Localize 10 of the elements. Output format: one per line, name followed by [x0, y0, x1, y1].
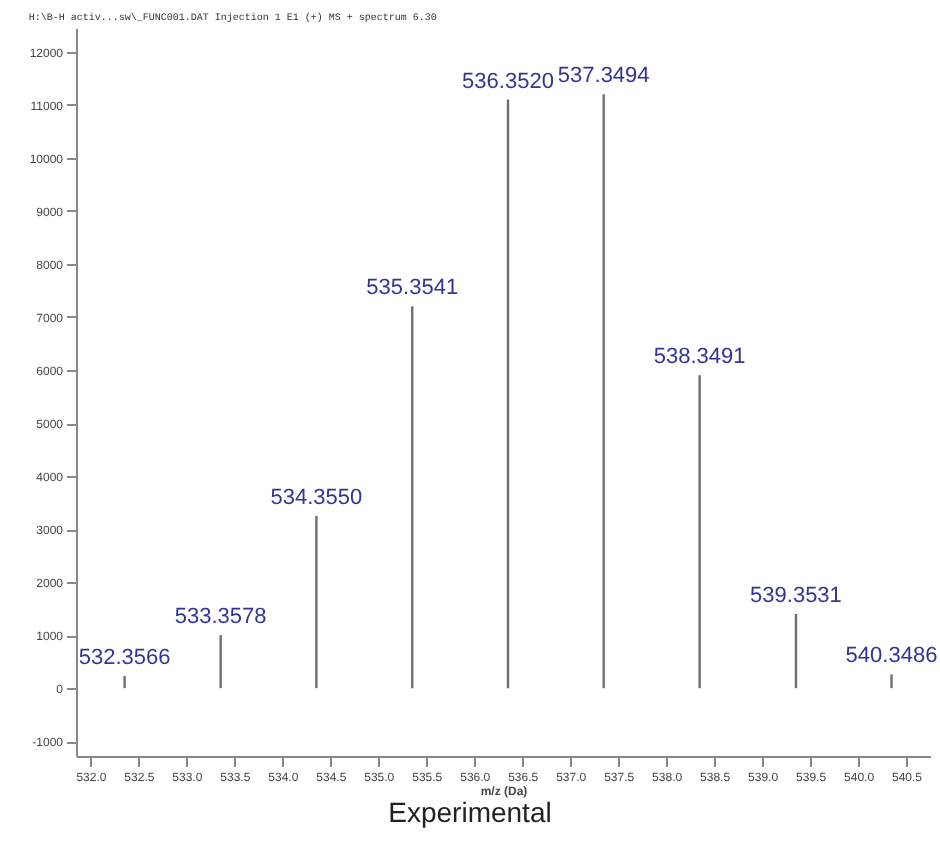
annotation: 537.3494 — [557, 64, 650, 89]
annotation: 532.3566 — [78, 645, 171, 670]
annotation: 533.3578 — [174, 605, 267, 630]
annotation: 538.3491 — [653, 345, 746, 370]
annotation: 535.3541 — [366, 276, 459, 301]
annotation: 540.3486 — [845, 644, 938, 669]
text: Experimental — [386, 796, 554, 828]
annotation: 536.3520 — [462, 69, 554, 94]
annotation: 539.3531 — [750, 583, 842, 608]
annotation: 534.3550 — [270, 485, 363, 510]
